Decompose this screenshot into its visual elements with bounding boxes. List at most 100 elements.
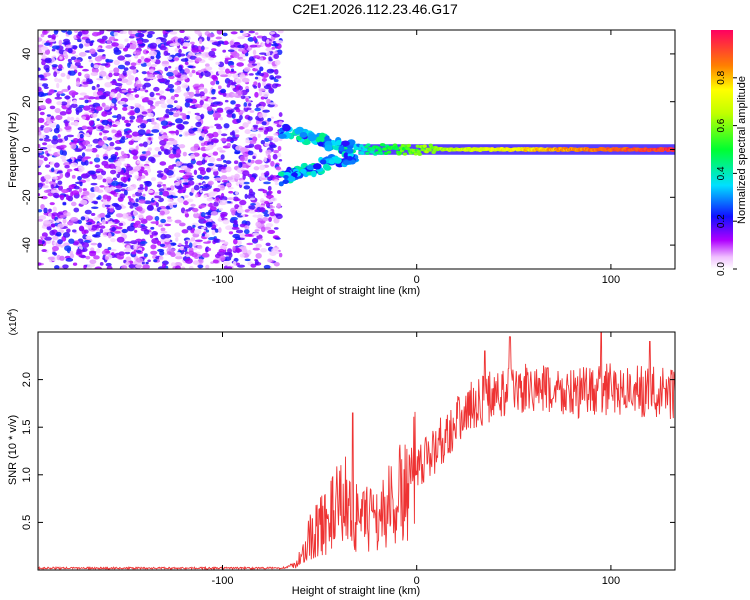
- heatmap-noise-cell: [192, 224, 196, 228]
- heatmap-noise-cell: [137, 33, 145, 38]
- heatmap-noise-cell: [136, 206, 143, 212]
- heatmap-noise-cell: [201, 159, 206, 165]
- heatmap-noise-cell: [205, 229, 210, 233]
- heatmap-noise-cell: [52, 206, 57, 213]
- heatmap-noise-cell: [103, 228, 111, 233]
- heatmap-noise-cell: [240, 245, 247, 250]
- heatmap-noise-cell: [75, 181, 83, 185]
- heatmap-noise-cell: [261, 35, 268, 42]
- heatmap-noise-cell: [80, 145, 87, 150]
- heatmap-noise-cell: [85, 221, 93, 226]
- heatmap-noise-cell: [160, 130, 164, 135]
- heatmap-noise-cell: [196, 160, 204, 166]
- heatmap-noise-cell: [60, 101, 68, 106]
- heatmap-noise-cell: [38, 82, 43, 87]
- heatmap-noise-cell: [230, 31, 238, 35]
- heatmap-noise-cell: [54, 265, 60, 269]
- heatmap-noise-cell: [265, 242, 271, 247]
- heatmap-noise-cell: [45, 179, 49, 184]
- colorbar: 0.0 0.2 0.4 0.6 0.8 Normalized spectral ampl…: [711, 30, 748, 276]
- heatmap-noise-cell: [166, 141, 175, 145]
- heatmap-noise-cell: [107, 137, 113, 141]
- heatmap-noise-cell: [185, 209, 192, 212]
- heatmap-noise-cell: [167, 243, 172, 249]
- heatmap-noise-cell: [143, 229, 150, 235]
- heatmap-noise-cell: [203, 194, 208, 199]
- heatmap-noise-cell: [140, 241, 148, 245]
- heatmap-noise-cell: [164, 113, 169, 118]
- heatmap-noise-cell: [210, 80, 216, 86]
- heatmap-noise-cell: [175, 255, 183, 260]
- heatmap-noise-cell: [242, 122, 249, 128]
- heatmap-noise-cell: [267, 258, 273, 263]
- heatmap-noise-cell: [209, 39, 215, 43]
- heatmap-noise-cell: [138, 199, 146, 204]
- heatmap-noise-cell: [140, 56, 145, 60]
- heatmap-noise-cell: [131, 131, 140, 137]
- heatmap-noise-cell: [183, 195, 189, 199]
- heatmap-noise-cell: [38, 182, 44, 188]
- heatmap-noise-cell: [178, 242, 182, 246]
- heatmap-noise-cell: [149, 91, 155, 98]
- heatmap-noise-cell: [267, 176, 272, 180]
- heatmap-noise-cell: [238, 85, 243, 91]
- heatmap-multipath-cell: [322, 163, 330, 171]
- heatmap-noise-cell: [245, 98, 249, 102]
- heatmap-noise-cell: [247, 102, 252, 107]
- heatmap-noise-cell: [68, 90, 77, 96]
- heatmap-noise-cell: [209, 206, 217, 211]
- heatmap-noise-cell: [72, 137, 79, 143]
- heatmap-noise-cell: [57, 180, 63, 185]
- heatmap-noise-cell: [201, 233, 206, 237]
- heatmap-noise-cell: [276, 202, 282, 209]
- snr-y-tick-label: 0.5: [21, 515, 33, 530]
- heatmap-noise-cell: [147, 31, 155, 35]
- heatmap-noise-cell: [260, 247, 268, 253]
- heatmap-noise-cell: [222, 219, 230, 225]
- heatmap-noise-cell: [184, 212, 190, 218]
- heatmap-noise-cell: [194, 115, 201, 120]
- heatmap-noise-cell: [176, 105, 181, 109]
- heatmap-noise-cell: [77, 71, 82, 77]
- heatmap-noise-cell: [179, 30, 185, 33]
- heatmap-noise-cell: [63, 50, 68, 57]
- heatmap-noise-cell: [212, 259, 219, 264]
- colorbar-tick-label: 0.2: [716, 214, 727, 228]
- heatmap-noise-cell: [253, 85, 258, 89]
- heatmap-noise-cell: [238, 126, 245, 130]
- heatmap-noise-cell: [38, 143, 41, 149]
- heatmap-noise-cell: [205, 135, 209, 142]
- heatmap-noise-cell: [186, 100, 193, 103]
- heatmap-noise-cell: [210, 138, 219, 144]
- heatmap-noise-cell: [244, 129, 251, 135]
- heatmap-noise-cell: [51, 245, 59, 252]
- heatmap-noise-cell: [273, 149, 279, 154]
- heatmap-noise-cell: [166, 218, 173, 223]
- heatmap-noise-cell: [47, 212, 53, 217]
- heatmap-noise-cell: [166, 187, 172, 191]
- heatmap-noise-cell: [147, 147, 153, 151]
- heatmap-noise-cell: [265, 135, 274, 139]
- heatmap-noise-cell: [226, 109, 234, 115]
- heatmap-noise-cell: [110, 248, 117, 252]
- heatmap-noise-cell: [40, 203, 45, 210]
- heatmap-noise-cell: [50, 161, 55, 166]
- heatmap-noise-cell: [239, 223, 246, 228]
- heatmap-noise-cell: [65, 44, 73, 49]
- heatmap-noise-cell: [70, 56, 77, 61]
- heatmap-noise-cell: [122, 70, 127, 76]
- heatmap-noise-cell: [82, 105, 91, 111]
- heatmap-noise-cell: [193, 169, 198, 176]
- heatmap-noise-cell: [225, 160, 232, 165]
- heatmap-noise-cell: [159, 161, 167, 166]
- heatmap-noise-cell: [85, 134, 92, 137]
- heatmap-noise-cell: [220, 74, 228, 78]
- heatmap-noise-cell: [168, 65, 172, 69]
- heatmap-noise-cell: [153, 86, 160, 92]
- heatmap-noise-cell: [106, 39, 112, 45]
- heatmap-noise-cell: [187, 180, 195, 186]
- heatmap-noise-cell: [154, 147, 161, 152]
- heatmap-noise-cell: [117, 64, 126, 70]
- heatmap-noise-cell: [237, 36, 246, 40]
